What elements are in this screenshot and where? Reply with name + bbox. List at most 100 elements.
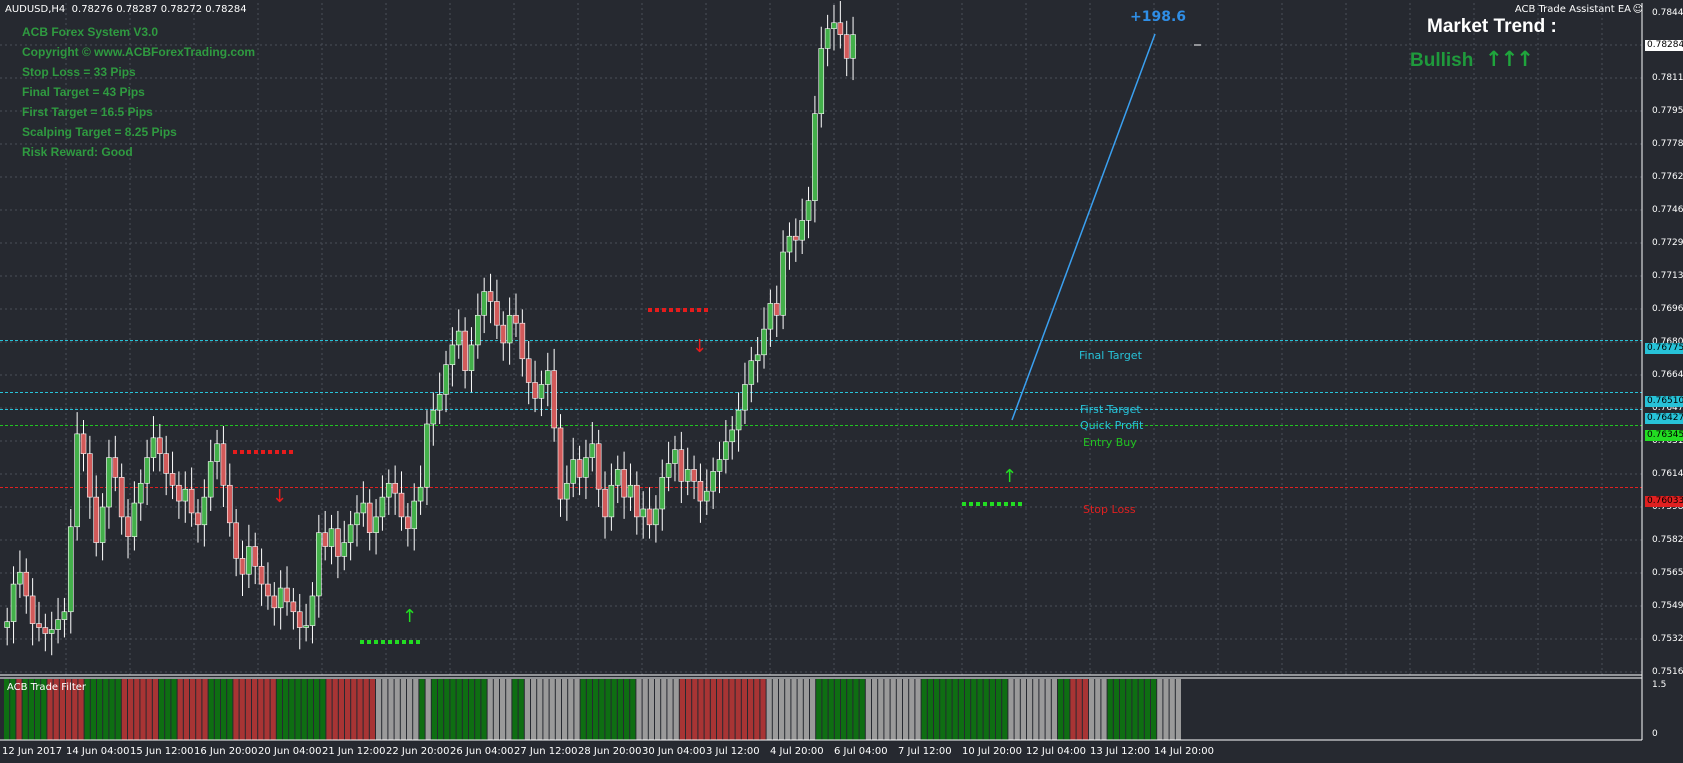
candle-bull [182,488,189,502]
filter-bar-red [351,679,357,740]
filter-bar-red [152,679,158,740]
filter-bar-green [431,679,437,740]
filter-bar-gray [810,679,816,740]
filter-bar-red [754,679,760,740]
filter-bar-gray [766,679,772,740]
filter-bar-green [475,679,481,740]
filter-bar-gray [425,679,431,740]
candle-bear [258,565,265,585]
filter-bar-green [289,679,295,740]
filter-bar-red [16,679,22,740]
price-tick: 0.78445 [1652,8,1683,18]
date-tick: 12 Jun 2017 [2,746,63,757]
filter-bar-red [183,679,189,740]
filter-bar-gray [1008,679,1014,740]
candle-bull [74,433,80,528]
filter-bar-gray [903,679,909,740]
filter-bar-green [1107,679,1113,740]
candle-bull [131,502,138,537]
candle-bull [805,200,812,221]
sell-zone-dots [268,450,272,454]
candle-bear [634,484,640,518]
filter-bar-gray [1014,679,1020,740]
filter-bar-red [723,679,729,740]
candle-bull [614,469,621,486]
filter-bar-green [469,679,475,740]
sell-zone-dots [683,308,687,312]
filter-bar-gray [1039,679,1045,740]
candle-bull [780,251,786,316]
filter-bar-green [301,679,307,740]
candle-bear [36,623,42,628]
candle-bull [4,621,10,628]
candle-bear [169,473,176,486]
candle-bull [360,502,367,514]
sell-zone-dots [261,450,265,454]
candle-bear [557,427,564,500]
date-tick: 30 Jun 04:00 [642,746,706,757]
candle-bear [678,449,685,482]
candle-bear [595,443,602,490]
filter-bar-green [946,679,952,740]
candle-bull [703,490,710,502]
date-tick: 27 Jun 12:00 [514,746,578,757]
buy-arrow-icon: ↑ [402,606,417,627]
filter-bar-green [165,679,171,740]
candle-bull [17,571,23,585]
filter-bar-green [1126,679,1132,740]
candle-bull [538,384,545,399]
sell-zone-dots [704,308,708,312]
candle-bear [773,303,780,316]
candle-bull [207,461,214,498]
date-tick: 28 Jun 20:00 [578,746,642,757]
filter-bar-green [419,679,425,740]
candle-bear [551,370,557,429]
candle-bull [570,459,577,484]
date-tick: 13 Jul 12:00 [1090,746,1150,757]
filter-bar-red [270,679,276,740]
filter-bar-green [971,679,977,740]
candle-bear [366,502,373,533]
info-system-name: ACB Forex System V3.0 [22,25,159,39]
filter-bar-green [22,679,28,740]
trade-filter-bars [4,679,1181,740]
candle-bull [373,516,379,533]
filter-bar-green [450,679,456,740]
candle-bull [328,528,335,547]
sell-zone-dots [662,308,666,312]
candle-bear [176,484,182,502]
smiley-icon[interactable]: ☺ [1632,4,1643,15]
candle-bull [850,34,856,59]
candle-bull [316,532,322,597]
buy-zone-dots [969,502,973,506]
candle-bear [513,314,519,324]
filter-bar-red [66,679,72,740]
candle-bull [417,486,424,502]
candle-bull [61,611,68,620]
filter-bar-red [332,679,338,740]
filter-bar-gray [803,679,809,740]
filter-bar-green [462,679,468,740]
market-trend-title: Market Trend : [1427,16,1557,37]
candle-bull [684,469,691,482]
candle-bear [87,453,93,498]
main-grid [0,3,1642,675]
price-tag-entry-buy: 0.76345 [1645,430,1683,441]
filter-bar-red [53,679,59,740]
candle-bear [697,481,704,502]
candle-bull [150,437,157,458]
filter-bar-green [320,679,326,740]
filter-bar-green [84,679,90,740]
filter-bar-green [115,679,121,740]
filter-bar-gray [779,679,785,740]
buy-arrow-icon: ↑ [1002,466,1017,487]
candle-bear [621,469,627,498]
filter-bar-gray [1163,679,1169,740]
filter-bar-green [605,679,611,740]
filter-bar-gray [493,679,499,740]
filter-bar-green [1132,679,1138,740]
candle-bull [786,235,793,253]
filter-bar-green [481,679,487,740]
